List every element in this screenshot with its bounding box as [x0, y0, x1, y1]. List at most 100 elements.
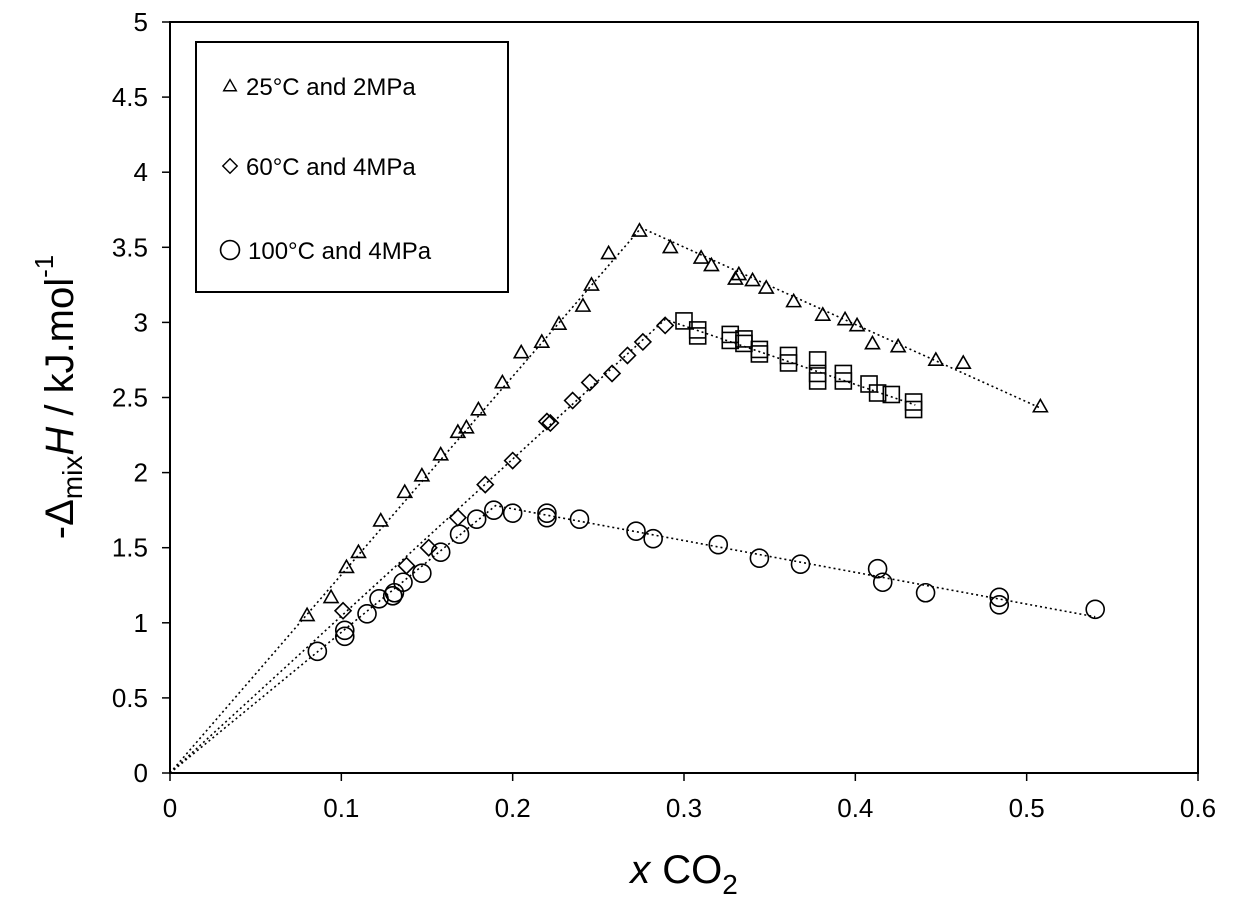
y-tick-label: 0 — [134, 758, 148, 788]
data-point-circle — [989, 594, 1010, 615]
data-point-triangle — [396, 483, 414, 499]
data-point-circle — [537, 507, 557, 528]
data-point-triangle — [814, 306, 832, 321]
data-point-circle — [989, 587, 1010, 608]
x-axis-title: x CO2 — [628, 848, 738, 900]
trend-line-2 — [169, 318, 916, 774]
data-point-square — [834, 372, 853, 390]
data-point-circle — [412, 563, 432, 584]
data-point-triangle — [661, 238, 679, 254]
data-point-square — [882, 385, 901, 404]
data-point-circle — [537, 503, 557, 523]
data-point-diamond — [419, 538, 438, 557]
data-point-diamond — [333, 601, 353, 620]
data-point-circle — [569, 509, 590, 529]
legend-marker-circle — [219, 239, 241, 261]
data-point-circle — [790, 554, 811, 575]
data-point-diamond — [476, 475, 495, 494]
data-point-triangle — [954, 354, 972, 370]
data-point-triangle — [785, 292, 803, 308]
data-point-triangle — [298, 606, 316, 622]
data-point-circle — [357, 603, 377, 624]
data-point-circle — [334, 620, 355, 641]
trend-lines — [169, 226, 1096, 774]
data-point-square — [808, 351, 827, 369]
data-point-circle — [484, 500, 504, 520]
data-point-triangle — [372, 512, 390, 527]
y-tick-label: 4 — [134, 157, 148, 187]
y-tick-label: 3.5 — [112, 232, 148, 262]
data-point-circle — [334, 626, 355, 647]
data-point-diamond — [580, 373, 599, 392]
data-point-triangle — [757, 279, 775, 294]
data-point-triangle — [512, 343, 530, 359]
data-point-triangle — [836, 310, 854, 326]
legend-label: 100°C and 4MPa — [248, 238, 432, 265]
x-tick-label: 0.3 — [666, 793, 702, 823]
legend-label: 60°C and 4MPa — [246, 154, 416, 181]
x-tick-label: 0.1 — [323, 793, 359, 823]
data-point-triangle — [574, 297, 592, 312]
data-point-square — [750, 345, 769, 363]
legend-label: 25°C and 2MPa — [246, 74, 416, 101]
y-tick-label: 4.5 — [112, 82, 148, 112]
legend-item: 25°C and 2MPa — [222, 74, 416, 101]
data-point-triangle — [600, 244, 617, 260]
legend-item: 100°C and 4MPa — [219, 238, 432, 265]
y-tick-label: 2.5 — [112, 383, 148, 413]
data-point-triangle — [631, 222, 648, 237]
data-point-triangle — [533, 333, 551, 348]
legend: 25°C and 2MPa 60°C and 4MPa 100°C and 4MPa — [195, 41, 509, 293]
data-point-triangle — [927, 351, 945, 367]
x-tick-label: 0.6 — [1180, 793, 1216, 823]
data-point-square — [688, 327, 707, 345]
trend-line-3 — [169, 504, 1096, 774]
data-point-triangle — [1031, 397, 1049, 413]
data-point-triangle — [864, 334, 881, 350]
x-tick-label: 0.2 — [495, 793, 531, 823]
x-tick-label: 0.5 — [1009, 793, 1045, 823]
data-point-triangle — [338, 558, 355, 574]
data-point-circle — [382, 585, 403, 606]
data-point-diamond — [541, 413, 560, 433]
data-point-diamond — [563, 391, 582, 410]
data-point-circle — [502, 503, 523, 523]
trend-line-1 — [169, 226, 1041, 774]
data-point-square — [675, 312, 693, 330]
y-tick-label: 1 — [134, 608, 148, 638]
data-point-diamond — [397, 556, 416, 575]
data-point-circle — [643, 528, 663, 549]
data-point-square — [779, 354, 798, 372]
data-point-circle — [626, 521, 646, 541]
legend-marker-triangle — [222, 78, 238, 92]
x-axis: 0 0.1 0.2 0.3 0.4 0.5 0.6 — [163, 773, 1216, 823]
data-point-triangle — [432, 445, 450, 461]
data-point-circle — [867, 558, 888, 579]
data-point-diamond — [448, 508, 467, 527]
data-point-triangle — [692, 249, 710, 264]
data-point-circle — [393, 572, 413, 593]
data-point-diamond — [656, 316, 675, 335]
data-point-triangle — [494, 373, 511, 389]
data-point-triangle — [550, 315, 568, 330]
y-tick-label: 0.5 — [112, 683, 148, 713]
data-point-triangle — [889, 337, 907, 353]
y-axis-title: -ΔmixH / kJ.mol-1 — [29, 255, 88, 540]
data-point-circle — [307, 641, 328, 662]
data-point-square — [868, 384, 887, 402]
data-point-triangle — [413, 466, 431, 482]
y-axis: 0 0.5 1 1.5 2 2.5 3 3.5 4 4.5 5 — [112, 7, 170, 788]
y-tick-label: 3 — [134, 307, 148, 337]
y-tick-label: 1.5 — [112, 533, 148, 563]
data-point-square — [721, 331, 740, 350]
data-point-circle — [749, 548, 770, 569]
data-point-triangle — [703, 256, 720, 272]
data-point-triangle — [744, 271, 761, 287]
data-point-circle — [708, 534, 729, 555]
legend-marker-diamond — [221, 157, 239, 175]
data-point-triangle — [583, 276, 600, 291]
data-point-square — [904, 400, 923, 419]
data-point-diamond — [537, 412, 557, 431]
data-point-circle — [1085, 599, 1105, 620]
data-point-triangle — [848, 316, 866, 332]
